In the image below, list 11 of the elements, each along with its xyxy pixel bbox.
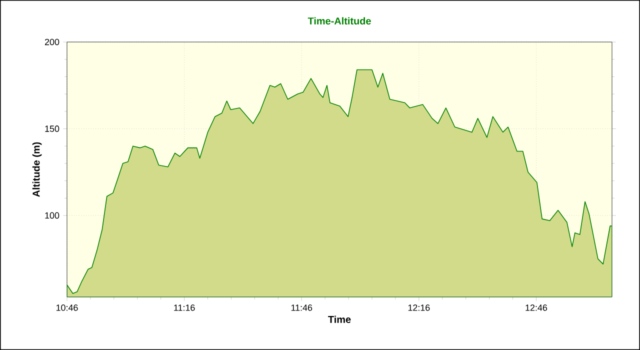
x-axis-title: Time bbox=[328, 316, 351, 324]
x-tick-label: 11:16 bbox=[174, 304, 195, 311]
x-tick-label: 12:16 bbox=[408, 304, 430, 311]
y-tick-label: 200 bbox=[44, 38, 60, 46]
y-axis-title: Altitude (m) bbox=[32, 142, 42, 197]
x-tick-label: 10:46 bbox=[56, 304, 78, 311]
y-tick-label: 150 bbox=[45, 126, 60, 132]
y-tick-label: 100 bbox=[45, 212, 60, 219]
chart-title: Time-Altitude bbox=[308, 17, 371, 25]
x-tick-label: 11:46 bbox=[291, 304, 312, 311]
x-tick-label: 12:46 bbox=[526, 304, 548, 311]
